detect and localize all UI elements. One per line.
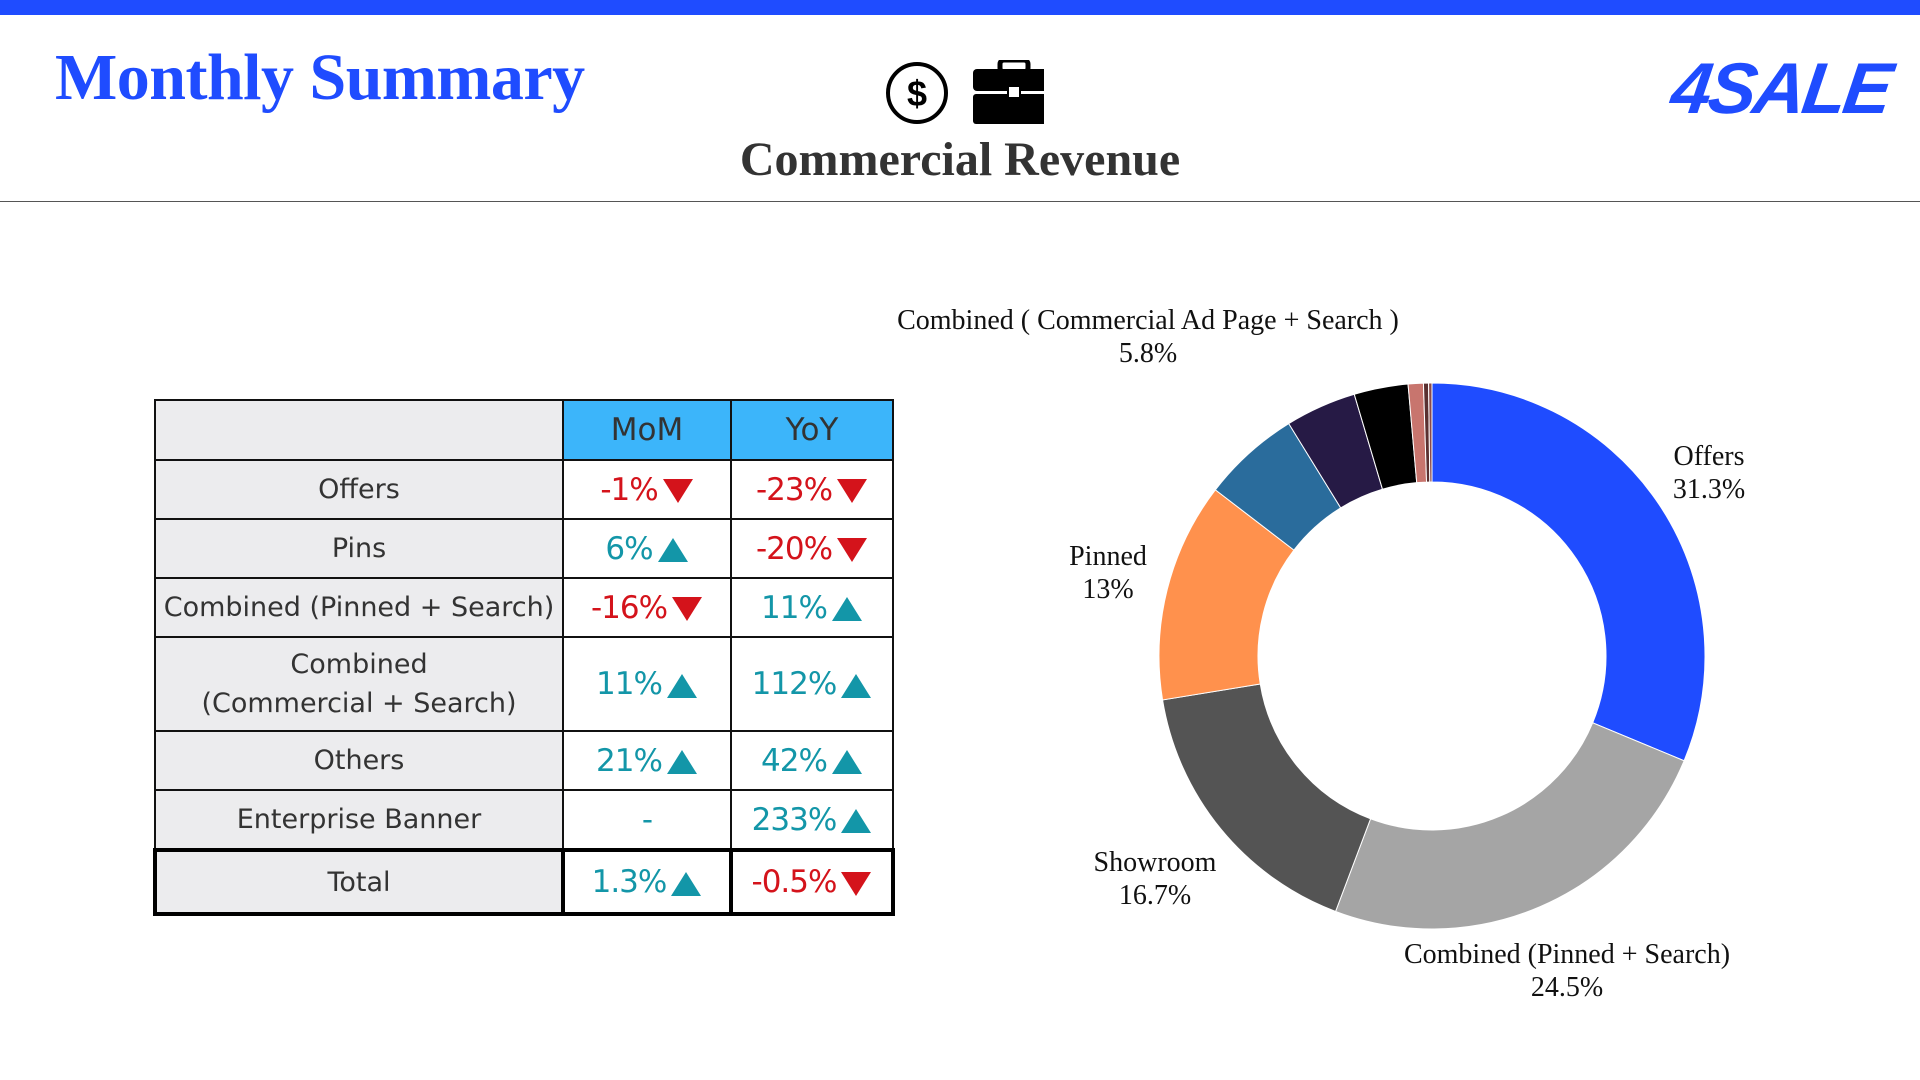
donut-slice <box>1158 489 1295 701</box>
row-label: Enterprise Banner <box>154 789 564 851</box>
yoy-cell: -23% <box>730 459 894 520</box>
table-row: Pins 6% -20% <box>154 518 894 579</box>
column-header-mom: MoM <box>562 399 732 461</box>
yoy-cell: 233% <box>730 789 894 851</box>
donut-slice <box>1428 382 1433 483</box>
trend-up-icon <box>841 809 872 833</box>
slice-value-label: 13% <box>1082 574 1133 605</box>
slice-value-label: 31.3% <box>1673 474 1745 505</box>
mom-value: 6% <box>605 530 653 567</box>
mom-cell: -16% <box>562 577 732 638</box>
table-row: Enterprise Banner - 233% <box>154 789 894 851</box>
section-subtitle: Commercial Revenue <box>739 133 1181 186</box>
mom-cell: - <box>562 789 732 851</box>
table-header-row: MoM YoY <box>154 399 894 461</box>
donut-slice <box>1407 382 1428 484</box>
slice-value-label: 16.7% <box>1119 880 1191 911</box>
brand-logo: 4SALE <box>1666 49 1895 129</box>
row-label: Combined (Pinned + Search) <box>154 577 564 638</box>
slice-label: Combined (Pinned + Search) <box>1404 939 1730 970</box>
yoy-cell: -20% <box>730 518 894 579</box>
briefcase-icon <box>973 57 1055 124</box>
trend-down-icon <box>837 479 868 503</box>
growth-table: MoM YoY Offers -1% -23% Pins 6% -20% Com… <box>153 399 895 916</box>
dollar-circle-icon: $ <box>886 62 948 124</box>
header-icons: $ <box>884 57 1055 130</box>
svg-text:$: $ <box>907 73 927 114</box>
yoy-value: 112% <box>751 666 838 702</box>
yoy-cell: 112% <box>730 636 894 732</box>
trend-up-icon <box>666 750 697 774</box>
yoy-value: -20% <box>755 530 833 567</box>
trend-up-icon <box>657 538 688 562</box>
donut-slice <box>1214 422 1342 551</box>
yoy-cell: 11% <box>730 577 894 638</box>
row-label: Offers <box>154 459 564 520</box>
donut-slice <box>1288 393 1384 509</box>
donut-slice <box>1353 383 1418 490</box>
row-label: Combined (Commercial + Search) <box>154 636 564 732</box>
trend-down-icon <box>841 871 872 896</box>
slice-label: Showroom <box>1094 847 1217 878</box>
trend-up-icon <box>671 871 702 896</box>
mom-value: 21% <box>596 742 663 779</box>
yoy-cell: 42% <box>730 730 894 791</box>
top-accent-bar <box>0 0 1920 15</box>
yoy-value: -23% <box>755 471 833 508</box>
mom-cell: -1% <box>562 459 732 520</box>
yoy-value: 42% <box>761 742 828 779</box>
table-total-row: Total 1.3% -0.5% <box>153 848 895 916</box>
donut-slice <box>1431 382 1706 762</box>
slice-label: Offers <box>1673 441 1744 472</box>
mom-cell: 1.3% <box>561 848 733 916</box>
yoy-cell: -0.5% <box>729 848 895 916</box>
trend-up-icon <box>841 673 872 698</box>
row-label-line-1: Combined <box>290 649 428 680</box>
row-label-line-2: (Commercial + Search) <box>201 688 517 719</box>
trend-up-icon <box>831 750 862 774</box>
table-row: Offers -1% -23% <box>154 459 894 520</box>
donut-slice <box>1161 683 1372 913</box>
mom-cell: 11% <box>562 636 732 732</box>
donut-slice <box>1334 722 1685 930</box>
trend-up-icon <box>831 597 862 621</box>
mom-cell: 21% <box>562 730 732 791</box>
trend-down-icon <box>672 597 703 621</box>
trend-down-icon <box>662 479 693 503</box>
mom-value: -16% <box>590 589 668 626</box>
donut-slice <box>1422 382 1431 483</box>
yoy-value: -0.5% <box>751 864 838 900</box>
mom-value: 1.3% <box>591 864 668 900</box>
slice-label: Pinned <box>1069 541 1147 572</box>
table-row: Others 21% 42% <box>154 730 894 791</box>
slice-value-label: 24.5% <box>1531 972 1603 1003</box>
table-row: Combined (Commercial + Search) 11% 112% <box>154 636 894 732</box>
slice-value-label: 5.8% <box>1119 338 1177 369</box>
mom-value: - <box>641 801 653 838</box>
column-header-yoy: YoY <box>730 399 894 461</box>
trend-up-icon <box>666 673 697 698</box>
yoy-value: 11% <box>761 589 828 626</box>
header-blank-cell <box>154 399 564 461</box>
table-row: Combined (Pinned + Search) -16% 11% <box>154 577 894 638</box>
mom-value: 11% <box>596 666 663 702</box>
mom-value: -1% <box>600 471 658 508</box>
mom-cell: 6% <box>562 518 732 579</box>
row-label: Others <box>154 730 564 791</box>
row-label: Total <box>153 848 565 916</box>
row-label: Pins <box>154 518 564 579</box>
slice-label: Combined ( Commercial Ad Page + Search ) <box>897 305 1399 336</box>
trend-down-icon <box>837 538 868 562</box>
yoy-value: 233% <box>751 801 838 838</box>
header-divider <box>0 201 1920 202</box>
page-title: Monthly Summary <box>55 41 585 114</box>
